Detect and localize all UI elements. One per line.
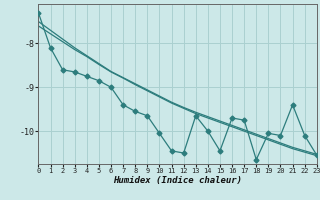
X-axis label: Humidex (Indice chaleur): Humidex (Indice chaleur) [113, 176, 242, 185]
